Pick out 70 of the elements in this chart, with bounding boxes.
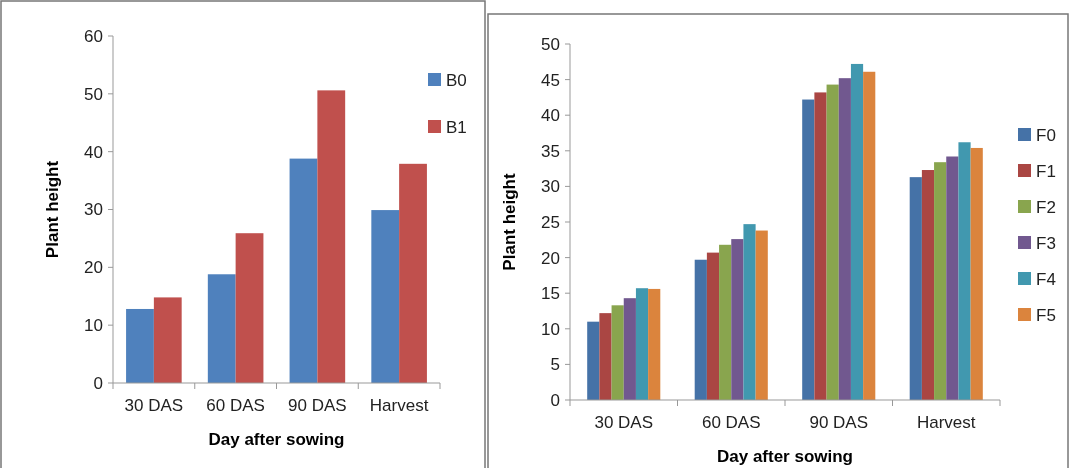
bar	[153, 297, 182, 383]
y-axis-title: Plant height	[500, 173, 519, 271]
bar	[126, 308, 154, 383]
y-axis-title: Plant height	[43, 160, 62, 259]
bar	[611, 305, 624, 400]
legend-label: B0	[446, 70, 467, 90]
x-tick-label: 90 DAS	[809, 413, 869, 432]
y-tick-label: 45	[541, 70, 560, 90]
bar	[921, 170, 935, 400]
y-tick-label: 0	[93, 373, 103, 393]
legend-label: F3	[1036, 233, 1056, 253]
bar	[207, 274, 236, 383]
bar	[802, 99, 815, 400]
bar	[814, 92, 827, 400]
y-tick-label: 40	[541, 106, 560, 126]
bar	[909, 177, 922, 400]
x-axis-title: Day after sowing	[208, 430, 345, 449]
bar	[648, 288, 661, 400]
y-tick-label: 30	[84, 200, 103, 220]
legend-label: F4	[1036, 269, 1056, 289]
bar	[719, 244, 732, 400]
y-tick-label: 15	[541, 284, 560, 304]
bar	[317, 90, 346, 383]
legend-label: B1	[446, 117, 467, 137]
bar	[838, 78, 851, 400]
y-tick-label: 20	[84, 258, 103, 278]
y-tick-label: 30	[541, 177, 560, 197]
y-tick-label: 60	[84, 26, 103, 46]
bar	[635, 288, 649, 400]
bar	[371, 210, 400, 383]
y-tick-label: 10	[84, 316, 103, 336]
x-tick-label: Harvest	[369, 396, 429, 415]
y-tick-label: 25	[541, 212, 560, 232]
bar	[731, 239, 744, 400]
x-axis-title: Day after sowing	[716, 447, 854, 466]
bar	[235, 233, 264, 383]
y-tick-label: 20	[541, 248, 560, 268]
y-tick-label: 0	[550, 390, 560, 410]
x-tick-label: 60 DAS	[206, 396, 265, 415]
x-tick-label: 30 DAS	[124, 396, 184, 415]
bar	[289, 158, 318, 383]
bar	[970, 147, 983, 400]
bar	[599, 313, 612, 400]
bar	[706, 252, 720, 400]
bar	[743, 224, 756, 400]
y-tick-label: 35	[541, 141, 560, 161]
y-tick-label: 40	[84, 142, 103, 162]
bar	[826, 84, 839, 400]
bar	[399, 163, 427, 383]
bar	[863, 71, 876, 400]
legend-label: F5	[1036, 305, 1056, 325]
legend-label: F1	[1036, 161, 1056, 181]
bar	[850, 63, 864, 400]
bar	[694, 259, 707, 400]
bar	[587, 321, 600, 400]
bar	[623, 298, 636, 400]
x-tick-label: 60 DAS	[701, 413, 761, 432]
y-tick-label: 5	[550, 355, 560, 375]
x-tick-label: 90 DAS	[288, 396, 347, 415]
x-tick-label: Harvest	[916, 413, 976, 432]
legend-label: F2	[1036, 197, 1056, 217]
legend-label: F0	[1036, 125, 1056, 145]
y-tick-label: 10	[541, 319, 560, 339]
bar	[946, 156, 959, 400]
bar	[755, 230, 768, 400]
x-tick-label: 30 DAS	[594, 413, 654, 432]
y-tick-label: 50	[84, 84, 103, 104]
bar	[934, 162, 947, 400]
y-tick-label: 50	[541, 34, 560, 54]
bar	[958, 142, 971, 400]
